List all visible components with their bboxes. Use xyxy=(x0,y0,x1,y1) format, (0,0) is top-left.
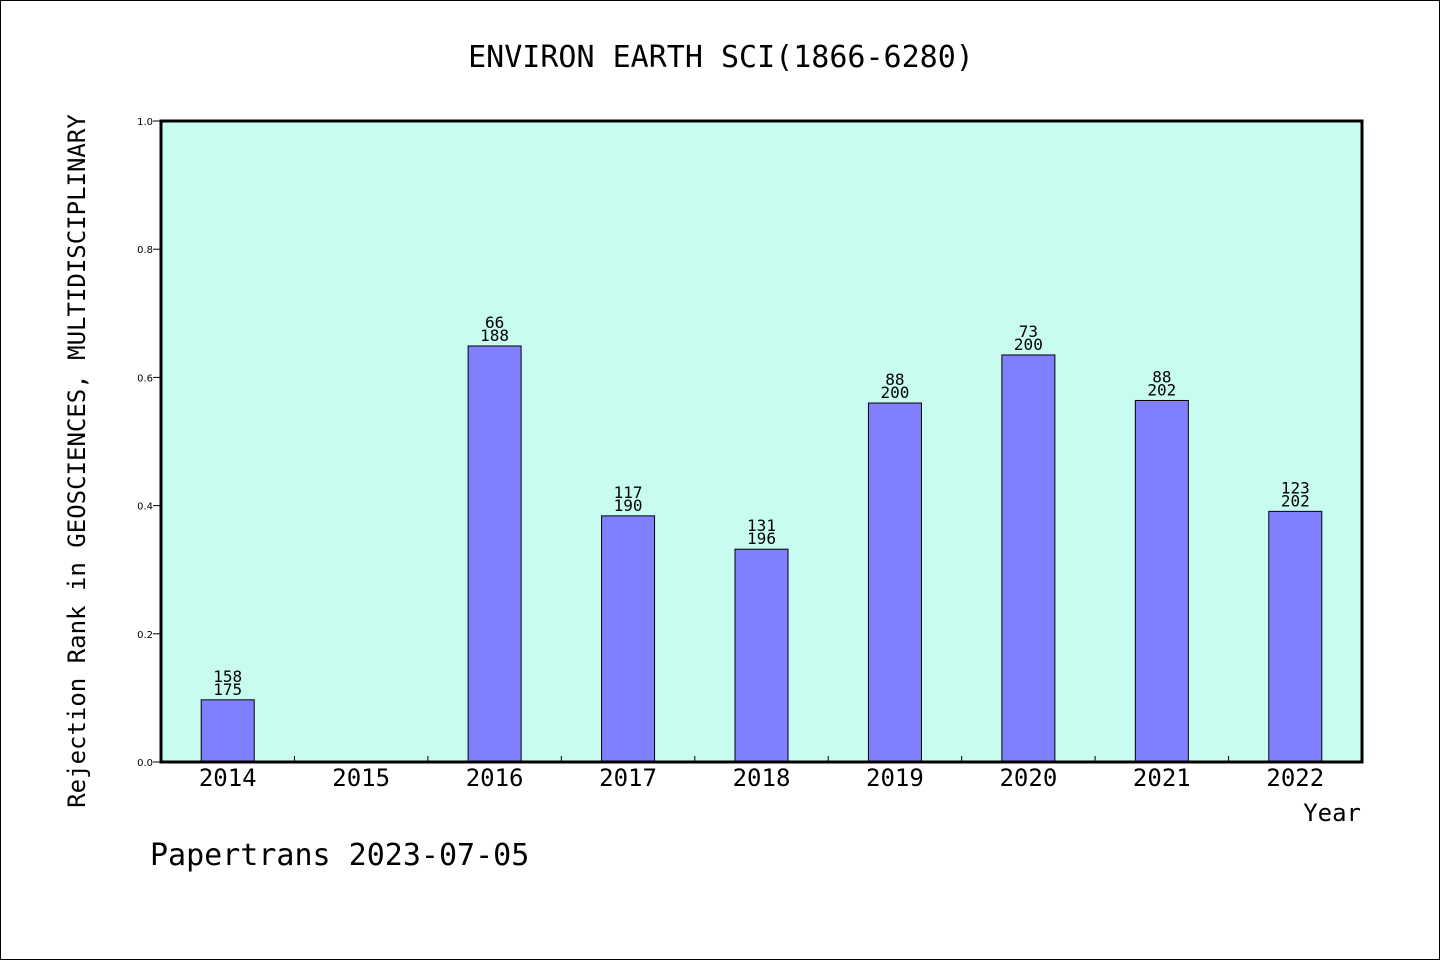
data-labels-group: 1581756618811719013119688200732008820212… xyxy=(213,313,1309,699)
data-label-top-2014: 158 xyxy=(213,667,242,686)
bar-2019 xyxy=(867,402,922,763)
data-label-top-2019: 88 xyxy=(885,370,904,389)
data-label-bottom-2020: 200 xyxy=(1014,335,1043,354)
x-tick-label-2022: 2022 xyxy=(1266,764,1324,792)
y-tick-label-0.0: 0.0 xyxy=(137,758,153,769)
y-axis-ticks: 0.0 0.2 0.4 0.6 0.8 1.0 xyxy=(137,117,161,769)
bar-2021 xyxy=(1134,399,1189,763)
bar-2020 xyxy=(1001,354,1056,763)
data-label-bottom-2014: 175 xyxy=(213,680,242,699)
data-label-bottom-2018: 196 xyxy=(747,529,776,548)
bar-2016 xyxy=(467,345,522,763)
data-label-bottom-2016: 188 xyxy=(480,326,509,345)
data-label-bottom-2021: 202 xyxy=(1147,380,1176,399)
y-tick-label-0.2: 0.2 xyxy=(137,630,153,641)
bar-2018 xyxy=(734,548,789,763)
data-label-bottom-2017: 190 xyxy=(614,496,643,515)
data-label-top-2016: 66 xyxy=(485,313,504,332)
x-tick-label-2015: 2015 xyxy=(332,764,390,792)
x-tick-label-2014: 2014 xyxy=(199,764,257,792)
y-tick-label-0.8: 0.8 xyxy=(137,245,153,256)
y-tick-label-1.0: 1.0 xyxy=(137,117,153,128)
chart-title: ENVIRON EARTH SCI(1866-6280) xyxy=(468,40,974,75)
x-tick-label-2019: 2019 xyxy=(866,764,924,792)
x-tick-label-2018: 2018 xyxy=(733,764,791,792)
bar-2014 xyxy=(200,699,255,763)
plot-border xyxy=(159,119,1364,764)
y-axis-label: Rejection Rank in GEOSCIENCES, MULTIDISC… xyxy=(63,114,91,808)
x-tick-label-2016: 2016 xyxy=(466,764,524,792)
x-tick-label-2017: 2017 xyxy=(599,764,657,792)
data-label-top-2021: 88 xyxy=(1152,367,1171,386)
x-tick-label-2021: 2021 xyxy=(1133,764,1191,792)
data-label-top-2020: 73 xyxy=(1019,322,1038,341)
footer-watermark: Papertrans 2023-07-05 xyxy=(150,838,529,873)
data-label-bottom-2022: 202 xyxy=(1281,491,1310,510)
y-tick-label-0.4: 0.4 xyxy=(137,502,153,513)
bars-group xyxy=(200,345,1323,763)
x-axis-ticks: 2014 2015 2016 2017 2018 2019 2020 2021 2022 xyxy=(199,756,1324,792)
data-label-bottom-2019: 200 xyxy=(880,383,909,402)
y-tick-label-0.6: 0.6 xyxy=(137,373,153,384)
x-axis-label: Year xyxy=(1303,799,1361,827)
data-label-top-2022: 123 xyxy=(1281,478,1310,497)
bar-2022 xyxy=(1268,510,1323,763)
data-label-top-2018: 131 xyxy=(747,516,776,535)
bar-2017 xyxy=(601,515,656,763)
data-label-top-2017: 117 xyxy=(614,483,643,502)
x-tick-label-2020: 2020 xyxy=(999,764,1057,792)
